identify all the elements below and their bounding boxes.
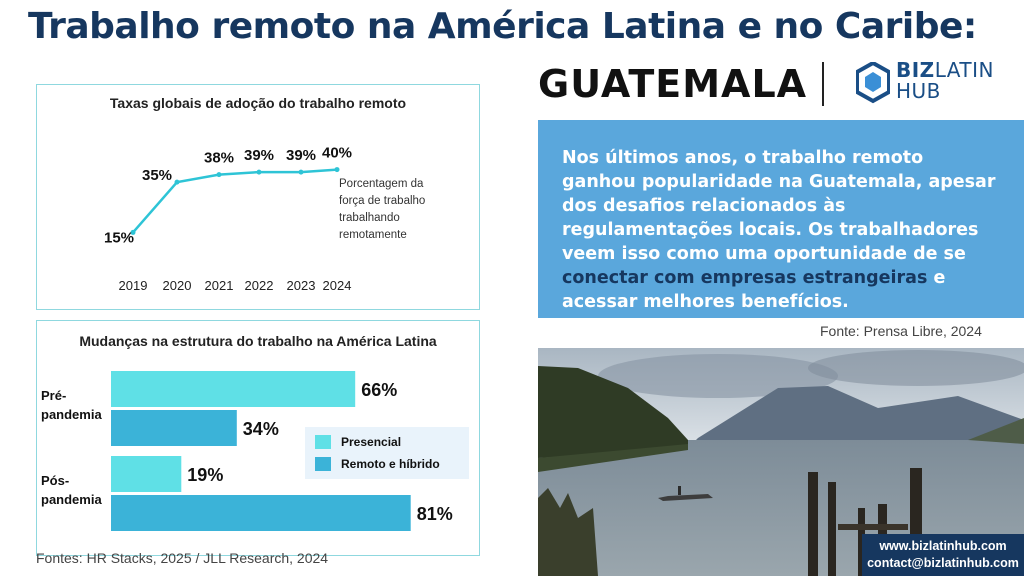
structure-bar-chart: 66% 34% Pré-pandemia 19% 81% Pós-pandemia Pres…: [41, 371, 469, 531]
bar-category-label: Pós-: [41, 473, 69, 488]
adoption-line: [132, 168, 338, 234]
adoption-year-label: 2024: [323, 278, 352, 293]
adoption-chart-title: Taxas globais de adoção do trabalho remo…: [109, 95, 407, 111]
main-title: Trabalho remoto na América Latina e no C…: [28, 6, 977, 47]
website-link[interactable]: www.bizlatinhub.com: [879, 539, 1007, 553]
contact-box: www.bizlatinhub.com contact@bizlatinhub.…: [862, 534, 1024, 576]
legend-box: [305, 427, 469, 479]
bizlatinhub-logo-icon: [856, 62, 890, 104]
sources-left: Fontes: HR Stacks, 2025 / JLL Research, …: [36, 550, 329, 566]
adoption-annotation: trabalhando: [339, 212, 400, 224]
bar-remoto: [111, 495, 411, 531]
bizlatinhub-logo[interactable]: BIZLATIN HUB: [856, 60, 996, 108]
bar-category-label: pandemia: [41, 492, 102, 507]
bar-category-label: Pré-: [41, 388, 66, 403]
adoption-annotation: força de trabalho: [339, 195, 425, 207]
bar-presencial: [111, 456, 182, 492]
contact-email[interactable]: contact@bizlatinhub.com: [867, 556, 1019, 570]
adoption-value-label: 38%: [204, 150, 234, 167]
info-box: Nos últimos anos, o trabalho remoto ganh…: [538, 120, 1024, 318]
bar-category-label: pandemia: [41, 407, 102, 422]
adoption-value-label: 39%: [244, 147, 274, 164]
adoption-annotation: remotamente: [339, 229, 407, 241]
adoption-annotation: Porcentagem da: [339, 178, 424, 190]
bar-value-label: 34%: [243, 419, 279, 439]
bar-value-label: 81%: [417, 504, 453, 524]
adoption-value-label: 15%: [104, 229, 134, 246]
bar-remoto: [111, 410, 237, 446]
structure-chart-panel: Mudanças na estrutura do trabalho na Amé…: [36, 320, 480, 556]
adoption-value-label: 35%: [142, 167, 172, 184]
source-right: Fonte: Prensa Libre, 2024: [820, 323, 982, 339]
logo-text: BIZLATIN HUB: [896, 58, 994, 103]
info-text: Nos últimos anos, o trabalho remoto ganh…: [562, 148, 996, 264]
legend-swatch: [315, 457, 331, 471]
adoption-year-label: 2023: [287, 278, 316, 293]
legend-label: Remoto e híbrido: [341, 457, 440, 471]
legend-label: Presencial: [341, 435, 401, 449]
adoption-point: [174, 179, 180, 185]
adoption-point: [298, 169, 304, 175]
country-title: GUATEMALA: [538, 62, 808, 106]
adoption-point: [256, 169, 262, 175]
adoption-point: [334, 167, 340, 173]
bar-value-label: 19%: [187, 465, 223, 485]
title-divider: [822, 62, 824, 106]
adoption-year-label: 2020: [163, 278, 192, 293]
adoption-chart-panel: Taxas globais de adoção do trabalho remo…: [36, 84, 480, 310]
info-highlight: conectar com empresas estrangeiras: [562, 268, 928, 288]
adoption-point: [216, 172, 222, 178]
structure-chart-title: Mudanças na estrutura do trabalho na Amé…: [79, 333, 437, 349]
bar-presencial: [111, 371, 356, 407]
info-text-end: e acessar melhores benefícios.: [562, 268, 946, 312]
bar-value-label: 66%: [361, 380, 397, 400]
legend-swatch: [315, 435, 331, 449]
adoption-point: [130, 229, 136, 235]
adoption-line-chart: 15% 2019 35% 2020 38% 2021 39% 2022 39% 2023 40% 20…: [104, 145, 425, 293]
adoption-value-label: 40%: [322, 145, 352, 162]
adoption-year-label: 2022: [245, 278, 274, 293]
adoption-year-label: 2021: [205, 278, 234, 293]
adoption-value-label: 39%: [286, 147, 316, 164]
adoption-year-label: 2019: [119, 278, 148, 293]
